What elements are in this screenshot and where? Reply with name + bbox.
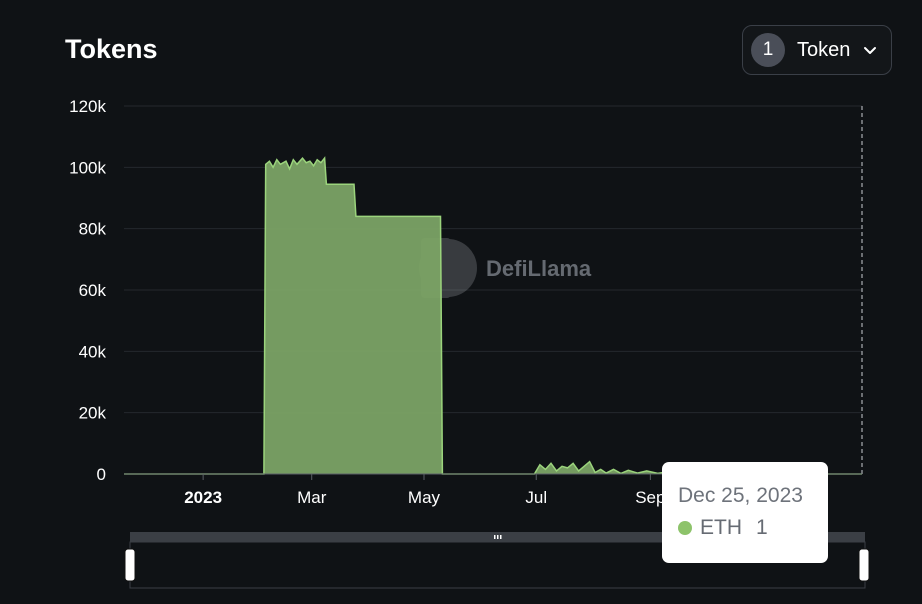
chart-tooltip: Dec 25, 2023 ETH 1 bbox=[662, 462, 828, 563]
tooltip-value: 1 bbox=[756, 516, 768, 539]
y-tick-label: 80k bbox=[79, 220, 107, 239]
watermark-text: DefiLlama bbox=[486, 256, 592, 281]
chart-grid bbox=[124, 105, 862, 414]
token-selector-button[interactable]: 1 Token bbox=[742, 25, 892, 75]
zoom-slider[interactable] bbox=[124, 532, 870, 589]
chevron-down-icon bbox=[864, 47, 877, 54]
token-selector-label: Token bbox=[797, 38, 851, 61]
y-tick-label: 0 bbox=[97, 465, 106, 484]
x-tick-label: Jul bbox=[525, 488, 547, 507]
page-title: Tokens bbox=[65, 34, 158, 64]
tooltip-series-name: ETH bbox=[700, 516, 742, 539]
y-tick-label: 120k bbox=[69, 97, 106, 116]
x-tick-label: 2023 bbox=[184, 488, 222, 507]
series-color-dot bbox=[678, 521, 692, 535]
series-area-eth bbox=[124, 158, 862, 474]
tooltip-row: ETH 1 bbox=[678, 516, 828, 540]
token-count-badge: 1 bbox=[751, 33, 785, 67]
x-tick-label: Sep bbox=[635, 488, 665, 507]
series-line-eth bbox=[124, 156, 862, 475]
slider-left-handle[interactable] bbox=[124, 548, 136, 582]
tooltip-date: Dec 25, 2023 bbox=[678, 484, 803, 507]
y-axis: 0 20k 40k 60k 80k 100k 120k bbox=[69, 97, 106, 484]
y-tick-label: 100k bbox=[69, 158, 106, 177]
y-tick-label: 60k bbox=[79, 281, 107, 300]
y-tick-label: 20k bbox=[79, 404, 107, 423]
x-tick-label: May bbox=[408, 488, 441, 507]
defillama-watermark: DefiLlama bbox=[419, 238, 592, 298]
y-tick-label: 40k bbox=[79, 342, 107, 361]
series-area-layer bbox=[124, 156, 863, 475]
slider-right-handle[interactable] bbox=[858, 548, 870, 582]
x-axis: 2023 Mar May Jul Sep bbox=[184, 474, 665, 507]
x-tick-label: Mar bbox=[297, 488, 327, 507]
drag-handle-icon[interactable] bbox=[494, 535, 502, 539]
